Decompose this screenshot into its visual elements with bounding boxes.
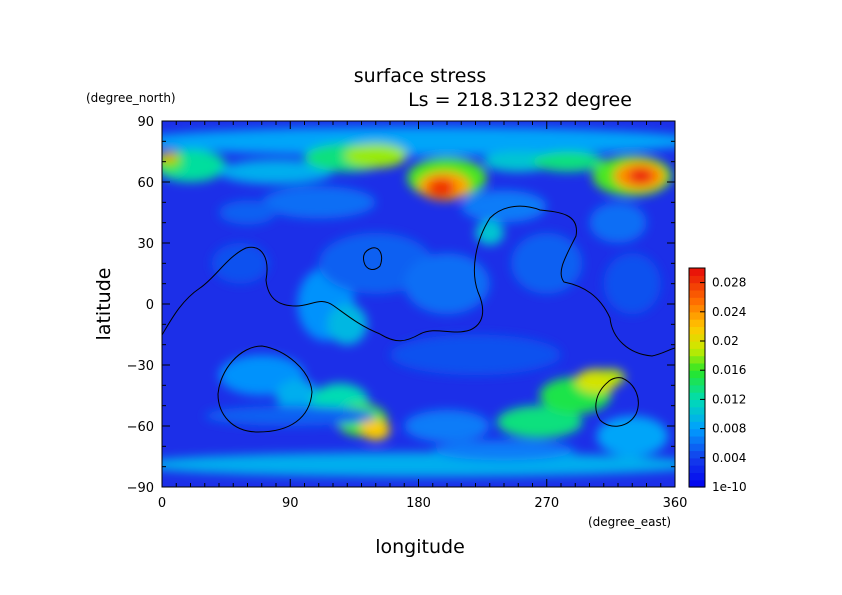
colorbar-segment [689, 465, 705, 473]
field-blob [482, 151, 554, 172]
field-blob [162, 127, 675, 156]
field-blob [404, 409, 490, 443]
x-axis-label: longitude [375, 536, 465, 558]
colorbar: 1e-10 0.004 0.008 0.012 0.016 0.02 0.024 0.028 [688, 267, 747, 494]
field-blob [162, 452, 675, 477]
colorbar-segment [689, 289, 705, 298]
contour-loop-southwest [217, 345, 313, 433]
y-tick-label: −90 [127, 481, 154, 496]
colorbar-segment [689, 428, 705, 437]
hotspot [360, 422, 377, 430]
chart-subtitle: Ls = 218.31232 degree [408, 89, 632, 111]
field-blob [432, 440, 576, 461]
colorbar-segment [689, 377, 705, 386]
field-blob [603, 253, 661, 315]
colorbar-segment [689, 384, 705, 393]
colorbar-segment [689, 275, 705, 284]
colorbar-segment [689, 362, 705, 371]
hotspot [595, 377, 612, 386]
colorbar-segment [689, 443, 705, 452]
colorbar-tick-label: 0.028 [712, 276, 746, 290]
colorbar-segment [689, 319, 705, 327]
y-tick-label: 60 [137, 176, 154, 191]
hotspot [431, 184, 448, 193]
colorbar-segment [689, 370, 705, 379]
colorbar-tick-label: 0.024 [712, 305, 746, 319]
field-blob [327, 304, 368, 345]
colorbar-tick-label: 0.008 [712, 422, 746, 436]
colorbar-segment [689, 297, 705, 306]
colorbar-segment [689, 341, 705, 349]
colorbar-segment [689, 472, 705, 481]
colorbar-segment [689, 450, 705, 459]
x-unit-label: (degree_east) [588, 515, 671, 529]
field-blob [390, 334, 561, 376]
y-tick-label: 0 [146, 298, 154, 313]
colorbar-segment [689, 355, 705, 364]
y-tick-label: −30 [127, 359, 154, 374]
colorbar-segment [689, 326, 705, 335]
colorbar-segment [689, 479, 705, 488]
field-blob [344, 143, 408, 168]
y-axis-label: latitude [93, 268, 115, 341]
field-blob [589, 202, 647, 244]
contour-loop-small [363, 247, 383, 270]
axes: 0 90 180 270 360 90 60 30 0 −30 −60 −90 [127, 115, 688, 511]
x-tick-label: 270 [534, 496, 559, 511]
x-tick-label: 360 [663, 496, 688, 511]
y-unit-label: (degree_north) [86, 91, 176, 105]
chart-title: surface stress [354, 65, 487, 87]
y-tick-label: 30 [137, 237, 154, 252]
colorbar-segment [689, 282, 705, 291]
x-tick-label: 90 [282, 496, 299, 511]
colorbar-segment [689, 406, 705, 415]
field-blob [532, 151, 604, 172]
field-blob [204, 405, 376, 427]
x-tick-label: 0 [158, 496, 166, 511]
heatmap-field [162, 121, 675, 487]
colorbar-tick-label: 0.016 [712, 363, 746, 377]
colorbar-segment [689, 348, 705, 357]
field-blob [461, 190, 547, 223]
colorbar-segment [689, 457, 705, 466]
colorbar-frame [688, 267, 706, 488]
colorbar-segment [689, 304, 705, 313]
colorbar-segment [689, 333, 705, 342]
colorbar-segment [689, 392, 705, 400]
colorbar-tick-label: 0.012 [712, 392, 746, 406]
field-blob [511, 232, 583, 294]
colorbar-segment [689, 421, 705, 430]
colorbar-segment [689, 399, 705, 408]
colorbar-tick-label: 0.004 [712, 451, 746, 465]
field-blob [219, 159, 333, 185]
contour-loop-southeast [595, 377, 639, 427]
y-tick-label: 90 [137, 115, 154, 130]
field-blob [318, 232, 433, 294]
hotspot [631, 171, 648, 180]
field-blob [276, 379, 319, 412]
field-blob [211, 243, 269, 284]
field-blob [596, 415, 668, 457]
field-blob [404, 253, 490, 315]
colorbar-segment [689, 435, 705, 444]
field-blob [219, 200, 276, 225]
contour-line-equatorial [162, 205, 675, 357]
stress-field-blobs [162, 127, 675, 477]
colorbar-tick-label: 1e-10 [712, 480, 747, 494]
y-tick-label: −60 [127, 420, 154, 435]
topography-contours [162, 205, 675, 433]
field-blob [496, 405, 583, 439]
field-blob [261, 186, 376, 219]
x-tick-label: 180 [406, 496, 431, 511]
colorbar-segment [689, 414, 705, 422]
colorbar-tick-label: 0.02 [712, 334, 739, 348]
colorbar-segment [689, 268, 705, 276]
hotspot [162, 153, 178, 162]
field-blob [475, 220, 504, 246]
colorbar-segment [689, 311, 705, 320]
